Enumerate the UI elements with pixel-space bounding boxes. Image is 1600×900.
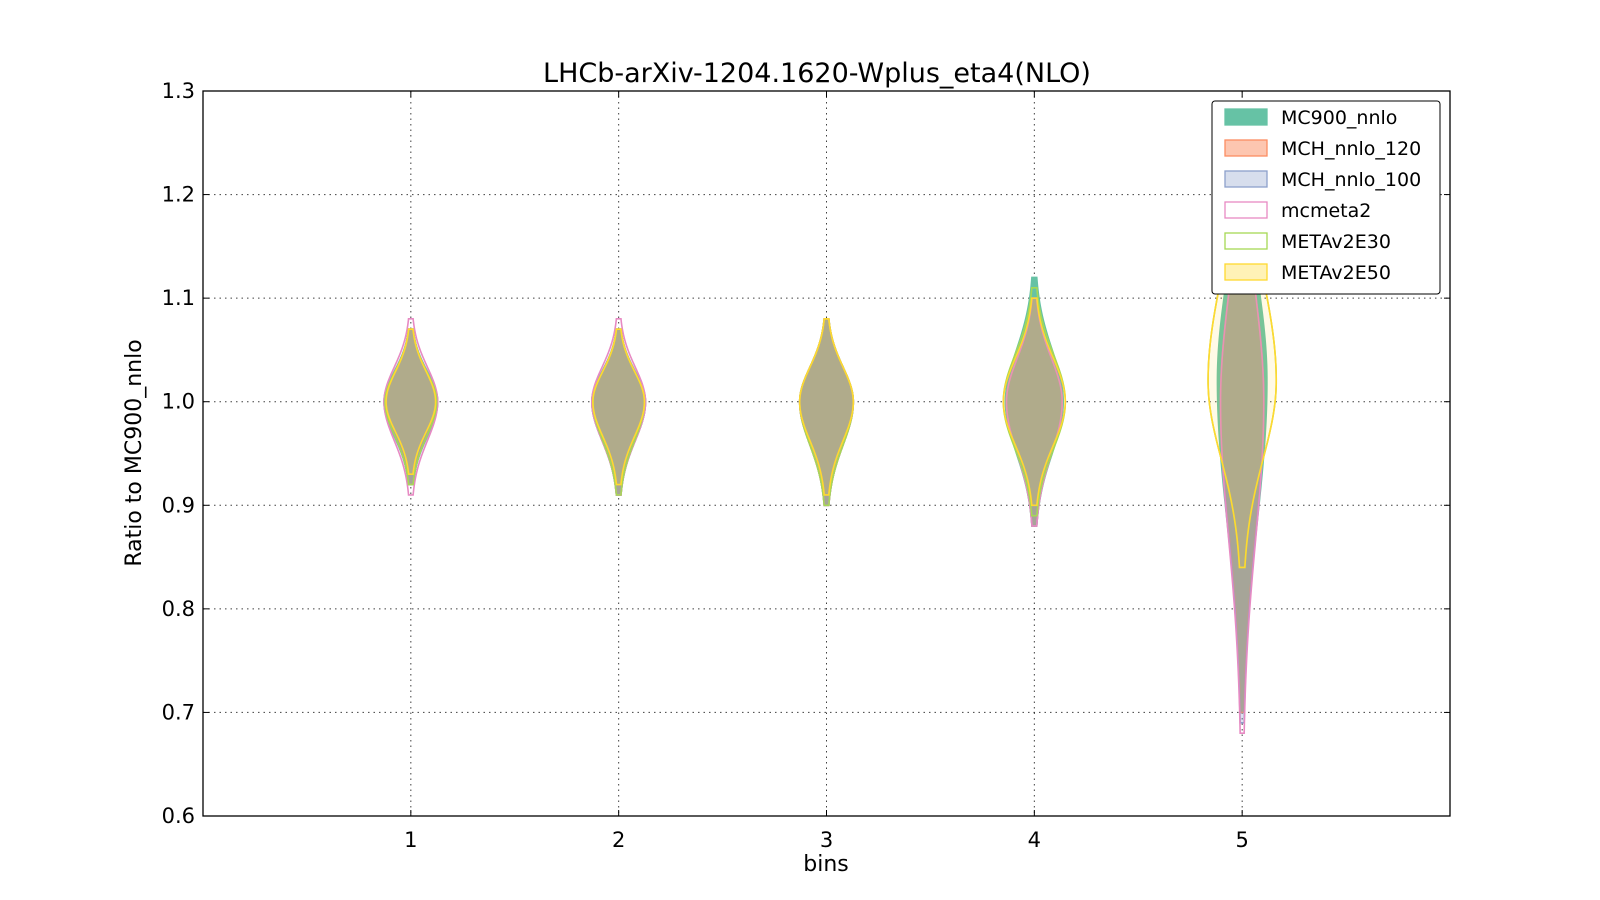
y-tick-label: 1.0 bbox=[162, 390, 195, 414]
x-tick-label: 1 bbox=[404, 828, 417, 852]
x-axis-label: bins bbox=[803, 852, 848, 877]
y-tick-label: 1.3 bbox=[162, 79, 195, 103]
x-tick-label: 3 bbox=[820, 828, 833, 852]
violin-METAv2E50-bin-4 bbox=[1002, 297, 1067, 507]
tick-layer: 1 2 3 4 5 0.6 0.7 0.8 0.9 1.0 1.1 1.2 1.3 bbox=[162, 79, 1450, 852]
violin-layer bbox=[383, 131, 1278, 734]
legend-label: MCH_nnlo_120 bbox=[1281, 138, 1421, 160]
legend-label: MCH_nnlo_100 bbox=[1281, 169, 1421, 191]
legend-swatch bbox=[1224, 232, 1268, 250]
legend-swatch bbox=[1224, 263, 1268, 281]
y-tick-label: 0.7 bbox=[162, 700, 195, 724]
x-tick-label: 4 bbox=[1028, 828, 1041, 852]
y-tick-label: 0.6 bbox=[162, 804, 195, 828]
series-METAv2E50 bbox=[385, 131, 1278, 569]
violin-METAv2E50-bin-3 bbox=[798, 318, 855, 496]
chart-title: LHCb-arXiv-1204.1620-Wplus_eta4(NLO) bbox=[543, 58, 1091, 89]
violin-METAv2E30-bin-4 bbox=[1002, 286, 1067, 517]
legend-box bbox=[1211, 100, 1441, 295]
legend-swatch bbox=[1224, 201, 1268, 219]
violin-mcmeta2-bin-1 bbox=[383, 318, 439, 496]
legend-label: MC900_nnlo bbox=[1281, 107, 1397, 129]
legend-swatch bbox=[1224, 108, 1268, 126]
legend-swatch bbox=[1224, 170, 1268, 188]
legend: MC900_nnlo MCH_nnlo_120 MCH_nnlo_100mcmeta… bbox=[1211, 100, 1441, 295]
y-tick-label: 1.2 bbox=[162, 183, 195, 207]
legend-swatch bbox=[1224, 139, 1268, 157]
y-axis-label: Ratio to MC900_nnlo bbox=[122, 339, 147, 566]
violin-METAv2E50-bin-1 bbox=[385, 328, 437, 476]
legend-label: METAv2E30 bbox=[1281, 231, 1391, 253]
x-tick-label: 2 bbox=[612, 828, 625, 852]
legend-label: METAv2E50 bbox=[1281, 262, 1391, 284]
y-tick-label: 1.1 bbox=[162, 286, 195, 310]
violin-METAv2E50-bin-2 bbox=[592, 328, 646, 486]
legend-label: mcmeta2 bbox=[1281, 200, 1371, 222]
y-tick-label: 0.9 bbox=[162, 493, 195, 517]
x-tick-label: 5 bbox=[1235, 828, 1248, 852]
y-tick-label: 0.8 bbox=[162, 597, 195, 621]
legend-items: MC900_nnlo MCH_nnlo_120 MCH_nnlo_100mcmeta… bbox=[1224, 107, 1421, 284]
